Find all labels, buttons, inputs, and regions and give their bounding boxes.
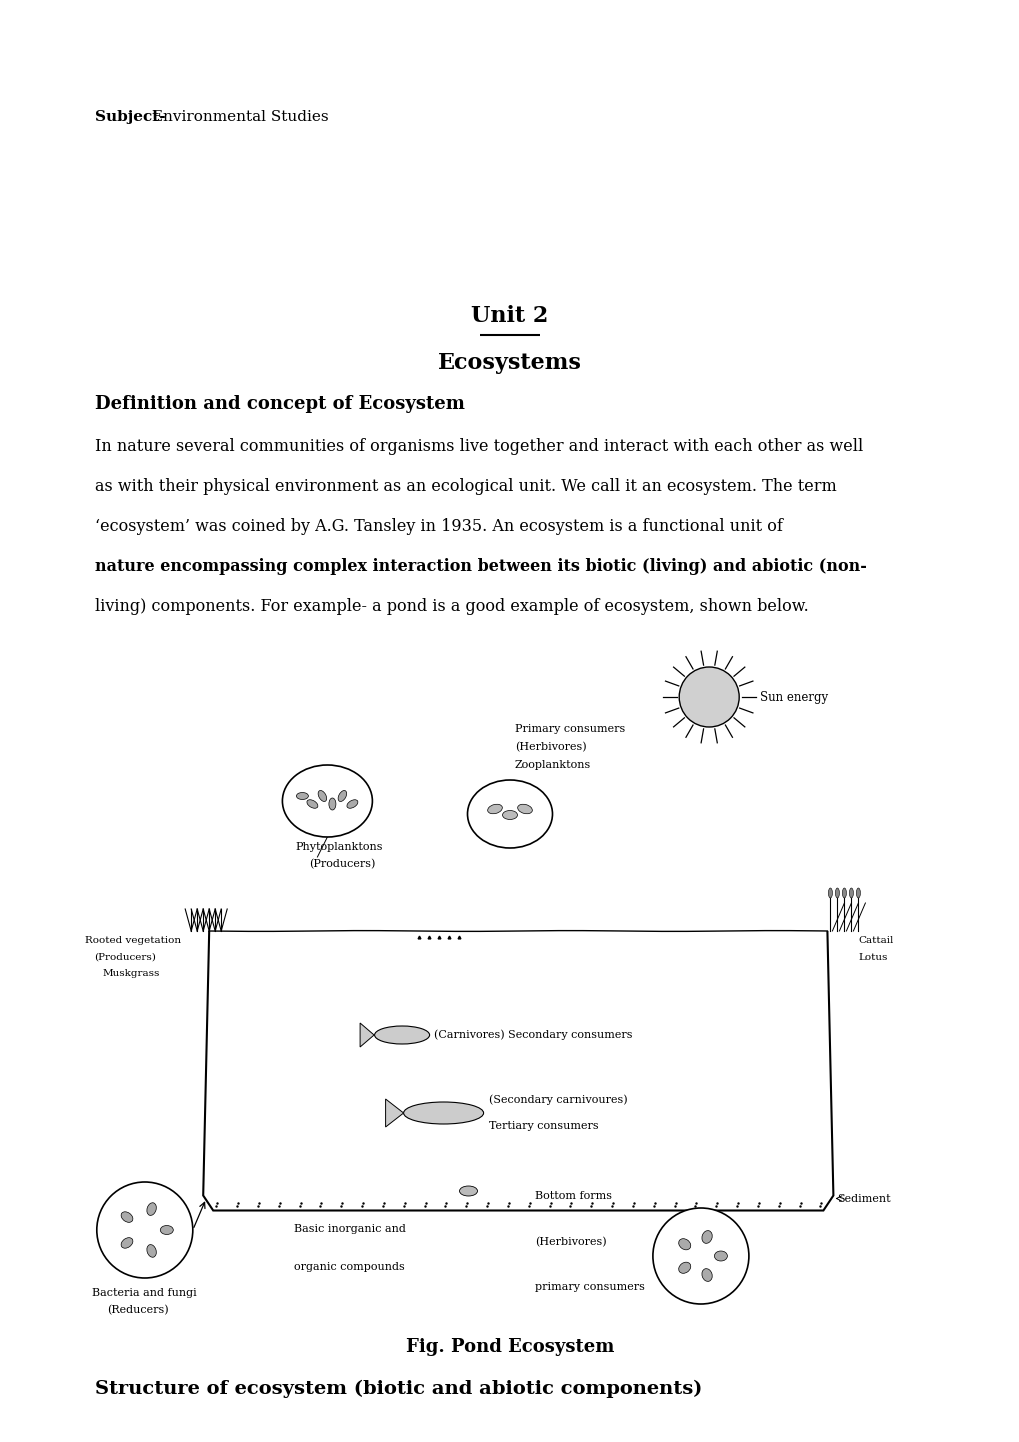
Text: Phytoplanktons: Phytoplanktons	[296, 842, 382, 852]
Ellipse shape	[338, 790, 346, 802]
Ellipse shape	[307, 800, 318, 809]
Text: ‘ecosystem’ was coined by A.G. Tansley in 1935. An ecosystem is a functional uni: ‘ecosystem’ was coined by A.G. Tansley i…	[95, 518, 783, 535]
Text: living) components. For example- a pond is a good example of ecosystem, shown be: living) components. For example- a pond …	[95, 598, 808, 614]
Text: (Carnivores) Secondary consumers: (Carnivores) Secondary consumers	[434, 1030, 632, 1040]
PathPatch shape	[385, 1099, 404, 1128]
PathPatch shape	[360, 1022, 374, 1047]
Text: (Producers): (Producers)	[309, 859, 375, 870]
Text: Ecosystems: Ecosystems	[437, 352, 582, 373]
Ellipse shape	[518, 805, 532, 813]
Ellipse shape	[842, 888, 846, 898]
Text: In nature several communities of organisms live together and interact with each : In nature several communities of organis…	[95, 438, 862, 456]
Ellipse shape	[121, 1211, 132, 1223]
Ellipse shape	[346, 800, 358, 809]
Ellipse shape	[328, 797, 335, 810]
Ellipse shape	[147, 1244, 156, 1257]
Text: Primary consumers: Primary consumers	[515, 724, 625, 734]
Text: Definition and concept of Ecosystem: Definition and concept of Ecosystem	[95, 395, 465, 412]
Ellipse shape	[121, 1237, 132, 1249]
Ellipse shape	[678, 1262, 690, 1273]
Ellipse shape	[160, 1226, 173, 1234]
Circle shape	[679, 668, 739, 727]
Text: (Reducers): (Reducers)	[107, 1305, 168, 1315]
Text: Cattail: Cattail	[858, 936, 893, 945]
Text: Bacteria and fungi: Bacteria and fungi	[92, 1288, 197, 1298]
Circle shape	[652, 1208, 748, 1304]
Text: nature encompassing complex interaction between its biotic (living) and abiotic : nature encompassing complex interaction …	[95, 558, 866, 575]
Ellipse shape	[701, 1269, 711, 1282]
Text: Environmental Studies: Environmental Studies	[147, 110, 328, 124]
Ellipse shape	[459, 1185, 477, 1195]
Text: (Secondary carnivoures): (Secondary carnivoures)	[488, 1094, 627, 1105]
Text: Fig. Pond Ecosystem: Fig. Pond Ecosystem	[406, 1338, 613, 1355]
Ellipse shape	[827, 888, 832, 898]
Ellipse shape	[701, 1230, 711, 1243]
Text: Muskgrass: Muskgrass	[103, 969, 160, 978]
Text: Unit 2: Unit 2	[471, 306, 548, 327]
Ellipse shape	[502, 810, 517, 819]
Text: Basic inorganic and: Basic inorganic and	[293, 1223, 406, 1233]
Ellipse shape	[318, 790, 326, 802]
Ellipse shape	[282, 766, 372, 836]
Ellipse shape	[404, 1102, 483, 1123]
Ellipse shape	[467, 780, 552, 848]
Text: (Producers): (Producers)	[94, 953, 156, 962]
Text: primary consumers: primary consumers	[534, 1282, 644, 1292]
Text: Lotus: Lotus	[858, 953, 887, 962]
Text: Structure of ecosystem (biotic and abiotic components): Structure of ecosystem (biotic and abiot…	[95, 1380, 702, 1399]
Ellipse shape	[713, 1252, 727, 1260]
Ellipse shape	[297, 793, 308, 799]
Text: Subject-: Subject-	[95, 110, 165, 124]
Ellipse shape	[487, 805, 501, 813]
Ellipse shape	[374, 1027, 429, 1044]
Text: Sun energy: Sun energy	[759, 691, 827, 704]
Text: Sediment: Sediment	[837, 1194, 891, 1204]
Ellipse shape	[856, 888, 860, 898]
Circle shape	[97, 1182, 193, 1278]
Text: (Herbivores): (Herbivores)	[534, 1236, 606, 1247]
Ellipse shape	[147, 1203, 156, 1216]
Text: (Herbivores): (Herbivores)	[515, 741, 586, 751]
Text: organic compounds: organic compounds	[293, 1263, 405, 1272]
Ellipse shape	[849, 888, 853, 898]
Ellipse shape	[835, 888, 839, 898]
Text: Bottom forms: Bottom forms	[534, 1191, 611, 1201]
Text: Tertiary consumers: Tertiary consumers	[488, 1120, 597, 1131]
Text: Rooted vegetation: Rooted vegetation	[85, 936, 181, 945]
Text: Zooplanktons: Zooplanktons	[515, 760, 591, 770]
Text: as with their physical environment as an ecological unit. We call it an ecosyste: as with their physical environment as an…	[95, 477, 836, 495]
Ellipse shape	[678, 1239, 690, 1250]
